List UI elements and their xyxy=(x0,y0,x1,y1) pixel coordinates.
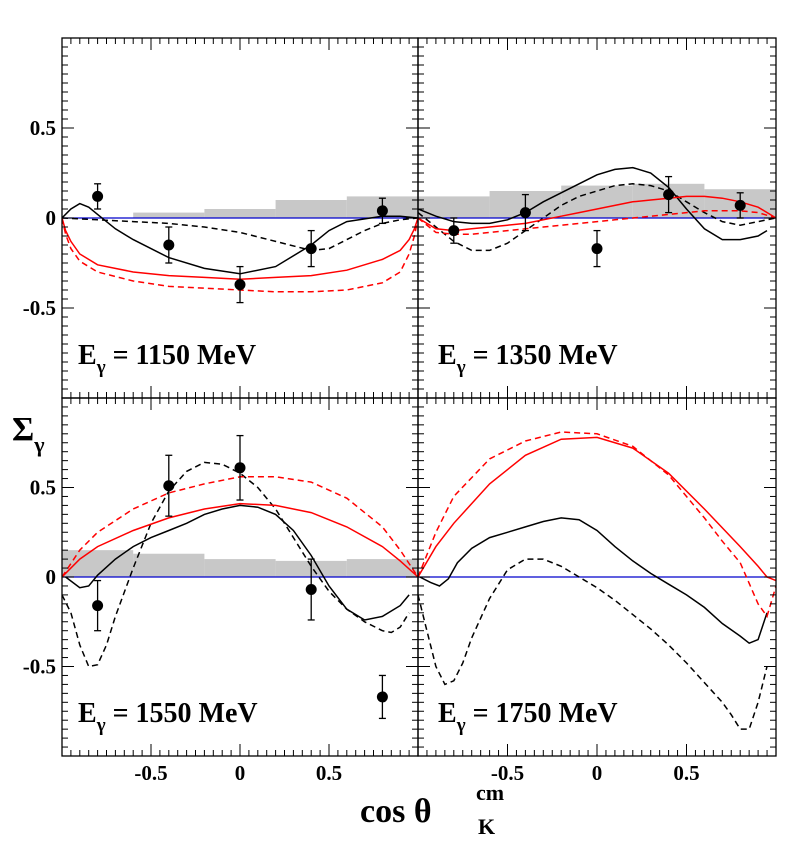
data-point xyxy=(376,691,388,703)
energy-label-subscript: γ xyxy=(456,715,466,736)
data-point xyxy=(92,190,104,202)
data-point xyxy=(591,243,603,255)
panel-p1350 xyxy=(418,166,776,268)
black-solid-curve xyxy=(419,517,768,645)
syst-band-bar xyxy=(133,553,205,577)
energy-label: Eγ = 1750 MeV xyxy=(438,698,618,736)
red-solid-curve xyxy=(418,195,776,232)
panels-layer xyxy=(62,166,776,730)
frames-layer xyxy=(61,37,777,757)
panel-ticks xyxy=(417,37,777,399)
data-point xyxy=(734,199,746,211)
y-tick-label: 0 xyxy=(46,565,57,589)
black-dashed-curve xyxy=(418,183,776,252)
black-dashed-curve xyxy=(62,461,410,668)
x-tick-label: 0.5 xyxy=(316,761,342,785)
x-axis-title-main: cos θ xyxy=(360,793,432,830)
energy-label-symbol: E xyxy=(78,698,97,729)
energy-label-symbol: E xyxy=(438,340,457,371)
x-axis-title-sup: cm xyxy=(476,780,504,805)
syst-band-bar xyxy=(133,212,205,218)
syst-band-bar xyxy=(561,185,633,218)
x-tick-label: -0.5 xyxy=(491,761,524,785)
syst-band-bar xyxy=(275,200,347,218)
x-axis-title: cos θ cm K xyxy=(360,780,504,839)
energy-label-value: = 1750 MeV xyxy=(466,698,618,729)
panel-p1750 xyxy=(418,431,776,730)
energy-label-value: = 1350 MeV xyxy=(466,340,618,371)
x-tick-label: 0.5 xyxy=(673,761,699,785)
y-tick-label: 0 xyxy=(46,206,57,230)
y-tick-label: 0.5 xyxy=(30,476,56,500)
y-tick-label: 0.5 xyxy=(30,116,56,140)
energy-label-subscript: γ xyxy=(96,357,106,378)
black-dashed-curve xyxy=(418,558,768,730)
data-point xyxy=(305,584,317,596)
panel-p1150 xyxy=(62,183,418,304)
panel-ticks xyxy=(61,397,419,757)
data-point xyxy=(519,207,531,219)
syst-band-bar xyxy=(204,559,276,577)
panel-ticks xyxy=(417,397,777,757)
black-solid-curve xyxy=(418,166,768,241)
energy-label-subscript: γ xyxy=(96,715,106,736)
y-axis-title: Σγ xyxy=(12,411,45,457)
data-point xyxy=(234,462,246,474)
data-point xyxy=(448,225,460,237)
energy-label-symbol: E xyxy=(438,698,457,729)
y-tick-label: -0.5 xyxy=(23,655,56,679)
syst-band-bar xyxy=(204,209,276,218)
black-dashed-curve xyxy=(62,217,418,252)
energy-label: Eγ = 1550 MeV xyxy=(78,698,258,736)
energy-label: Eγ = 1350 MeV xyxy=(438,340,618,378)
panel-p1550 xyxy=(62,434,418,720)
data-point xyxy=(234,279,246,291)
energy-label-value: = 1150 MeV xyxy=(106,340,257,371)
x-axis-title-sub: K xyxy=(478,814,495,839)
data-point xyxy=(376,205,388,217)
x-tick-label: -0.5 xyxy=(134,761,167,785)
data-point xyxy=(305,243,317,255)
energy-label-symbol: E xyxy=(78,340,97,371)
energy-label: Eγ = 1150 MeV xyxy=(78,340,256,378)
x-tick-label: 0 xyxy=(235,761,246,785)
data-point xyxy=(163,239,175,251)
black-solid-curve xyxy=(62,202,418,275)
red-dashed-curve xyxy=(418,431,776,619)
data-point xyxy=(92,600,104,612)
data-point xyxy=(663,189,675,201)
syst-band-bar xyxy=(346,559,418,577)
syst-band-bar xyxy=(418,196,490,218)
red-solid-curve xyxy=(62,502,418,578)
x-tick-label: 0 xyxy=(592,761,603,785)
energy-label-subscript: γ xyxy=(456,357,466,378)
red-dashed-curve xyxy=(418,210,776,235)
energy-label-value: = 1550 MeV xyxy=(106,698,258,729)
red-solid-curve xyxy=(418,436,776,582)
data-point xyxy=(163,480,175,492)
y-tick-label: -0.5 xyxy=(23,296,56,320)
